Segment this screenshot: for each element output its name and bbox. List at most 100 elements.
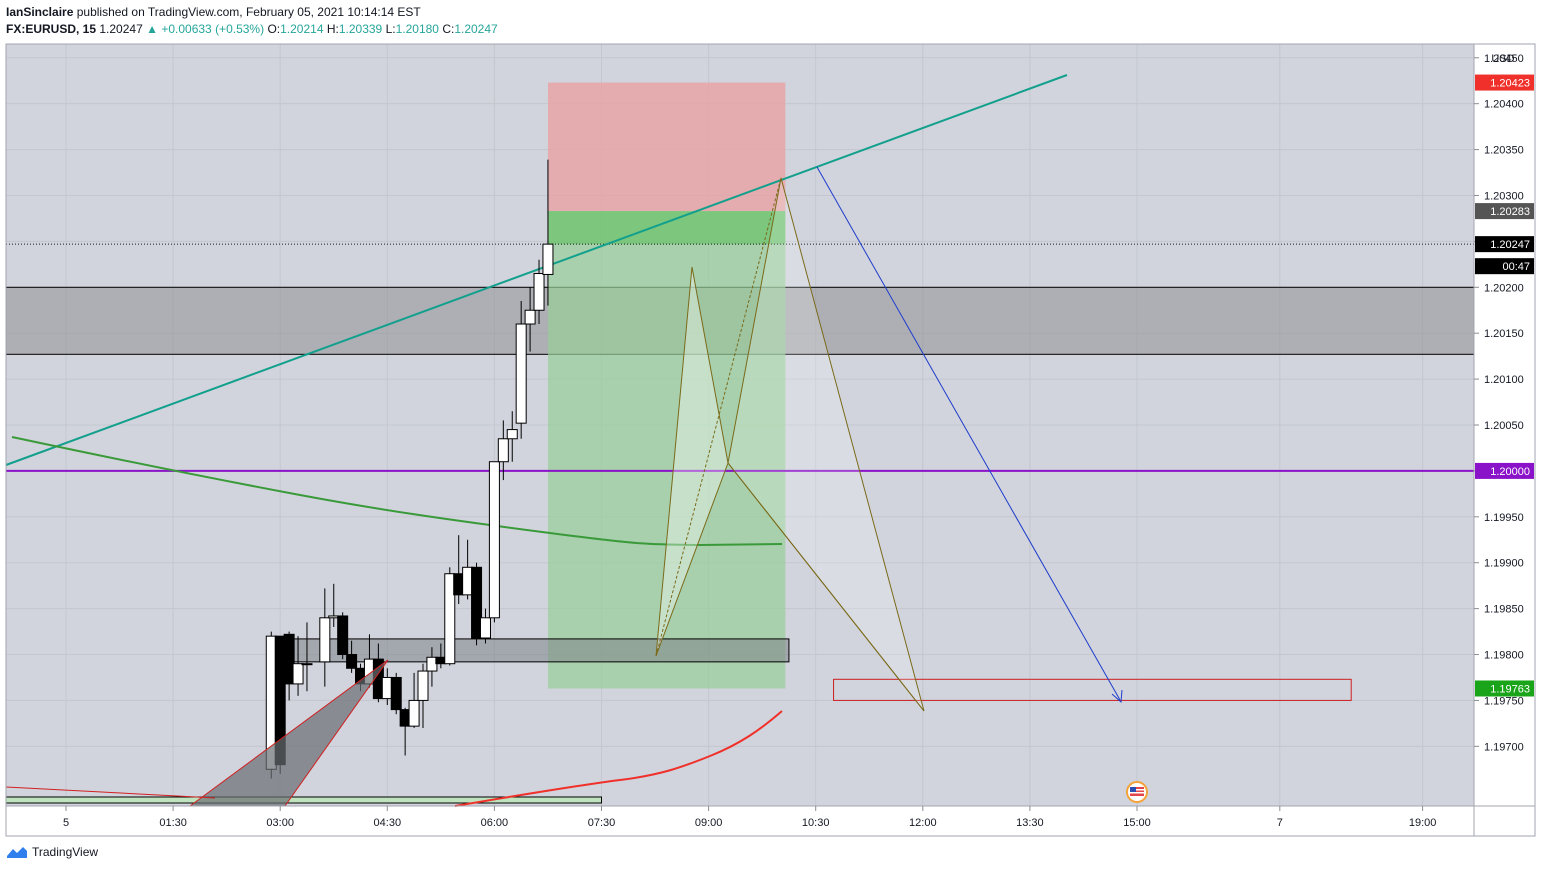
- candle[interactable]: [292, 636, 304, 696]
- pattern-line: [5, 786, 216, 799]
- price-chart[interactable]: USD 1.197001.197501.198001.198501.199001…: [0, 0, 1541, 845]
- open-profit-zone: [547, 211, 786, 245]
- price-tag-label: 1.20000: [1490, 466, 1530, 478]
- candle-body: [524, 309, 536, 325]
- price-tag-label: 1.20283: [1490, 206, 1530, 218]
- candle-body: [533, 273, 545, 311]
- candle[interactable]: [471, 562, 483, 646]
- close-label: C:: [442, 22, 455, 36]
- price-tag-bg: [1475, 258, 1534, 275]
- x-tick-label: 01:30: [159, 817, 187, 829]
- x-tick-label: 06:00: [481, 817, 509, 829]
- candle[interactable]: [524, 287, 536, 352]
- price-tag-label: 1.19763: [1490, 683, 1530, 695]
- moving-average-green: [11, 436, 783, 547]
- low-value: 1.20180: [395, 22, 439, 36]
- price-change: +0.00633 (+0.53%): [161, 22, 265, 36]
- price-tag: 1.20283: [1475, 203, 1534, 220]
- y-tick-label: 1.20050: [1484, 420, 1524, 432]
- candle-body: [337, 615, 349, 656]
- candle-body: [497, 438, 509, 463]
- take-profit-zone: [547, 211, 786, 689]
- candle[interactable]: [301, 622, 313, 692]
- price-tag-label: 1.20247: [1490, 239, 1530, 251]
- price-tag: 1.20000: [1475, 462, 1534, 479]
- candle[interactable]: [533, 259, 545, 325]
- price-tag-label: 1.20423: [1490, 78, 1530, 90]
- y-tick-label: 1.20100: [1484, 374, 1524, 386]
- harmonic-xab: [655, 266, 729, 657]
- y-tick-label: 1.19950: [1484, 512, 1524, 524]
- x-tick-label: 5: [63, 817, 69, 829]
- price-tag: 1.20247: [1475, 236, 1534, 253]
- x-tick-label: 19:00: [1409, 817, 1437, 829]
- candle-body: [346, 654, 358, 669]
- x-tick-label: 13:30: [1016, 817, 1044, 829]
- candle-body: [506, 429, 518, 440]
- candle[interactable]: [542, 159, 554, 306]
- candle[interactable]: [408, 672, 420, 728]
- candle-body: [301, 663, 313, 666]
- candle[interactable]: [337, 612, 349, 660]
- symbol-name[interactable]: FX:EURUSD, 15: [6, 22, 97, 36]
- moving-average-red: [454, 710, 783, 807]
- candle[interactable]: [497, 420, 509, 481]
- publish-info: IanSinclaire published on TradingView.co…: [6, 5, 421, 19]
- candle[interactable]: [417, 663, 429, 728]
- candle-body: [417, 670, 429, 701]
- last-price: 1.20247: [99, 22, 143, 36]
- candle-body: [292, 663, 304, 685]
- price-tag-bg: [1475, 236, 1534, 253]
- candle[interactable]: [390, 672, 402, 715]
- y-tick-label: 1.19850: [1484, 604, 1524, 616]
- candle-body: [390, 676, 402, 711]
- us-flag-icon[interactable]: [1126, 781, 1148, 803]
- price-tag-label: 00:47: [1502, 261, 1530, 273]
- candle-body: [444, 573, 456, 665]
- symbol-legend: FX:EURUSD, 15 1.20247 ▲ +0.00633 (+0.53%…: [6, 22, 498, 36]
- price-axis[interactable]: [1474, 44, 1535, 806]
- y-tick-label: 1.20450: [1484, 53, 1524, 65]
- x-tick-label: 09:00: [695, 817, 723, 829]
- close-value: 1.20247: [454, 22, 498, 36]
- author-name[interactable]: IanSinclaire: [6, 5, 74, 19]
- x-tick-label: 12:00: [909, 817, 937, 829]
- price-tag-bg: [1475, 462, 1534, 479]
- x-tick-labels: 5 01:30 03:00 04:30 06:00 07:30 09:00 10:30 12:0…: [63, 806, 1436, 829]
- brand-name: TradingView: [32, 845, 99, 859]
- low-label: L:: [385, 22, 396, 36]
- high-label: H:: [326, 22, 339, 36]
- y-tick-label: 1.19700: [1484, 741, 1524, 753]
- harmonic-xc: [655, 177, 782, 657]
- candle-body: [283, 633, 295, 685]
- x-tick-label: 07:30: [588, 817, 616, 829]
- trend-line: [5, 74, 1068, 466]
- y-tick-label: 1.20150: [1484, 328, 1524, 340]
- price-tags: 1.20423 1.20283 1.20247 00:47 1.20000 1.19763: [1475, 74, 1534, 697]
- x-tick-label: 10:30: [802, 817, 830, 829]
- x-tick-label: 15:00: [1123, 817, 1151, 829]
- candle[interactable]: [488, 461, 500, 623]
- candle[interactable]: [479, 608, 491, 644]
- candle-body: [515, 323, 527, 424]
- projection-arrow: [816, 166, 1121, 701]
- candle[interactable]: [515, 301, 527, 439]
- open-value: 1.20214: [280, 22, 324, 36]
- candle-body: [479, 617, 491, 639]
- candle-body: [471, 566, 483, 639]
- high-value: 1.20339: [338, 22, 383, 36]
- y-tick-label: 1.19900: [1484, 558, 1524, 570]
- published-text: published on TradingView.com, February 0…: [76, 5, 421, 19]
- tradingview-logo[interactable]: TradingView: [6, 845, 98, 859]
- candle[interactable]: [346, 640, 358, 673]
- y-tick-label: 1.19750: [1484, 695, 1524, 707]
- candle[interactable]: [506, 411, 518, 462]
- harmonic-bd: [727, 462, 925, 712]
- candle[interactable]: [283, 631, 295, 701]
- candle[interactable]: [444, 567, 456, 666]
- candle-body: [408, 699, 420, 727]
- candle-body: [319, 617, 331, 663]
- candle[interactable]: [319, 588, 331, 687]
- bottom-zone: [5, 796, 602, 804]
- price-tag: 00:47: [1475, 258, 1534, 275]
